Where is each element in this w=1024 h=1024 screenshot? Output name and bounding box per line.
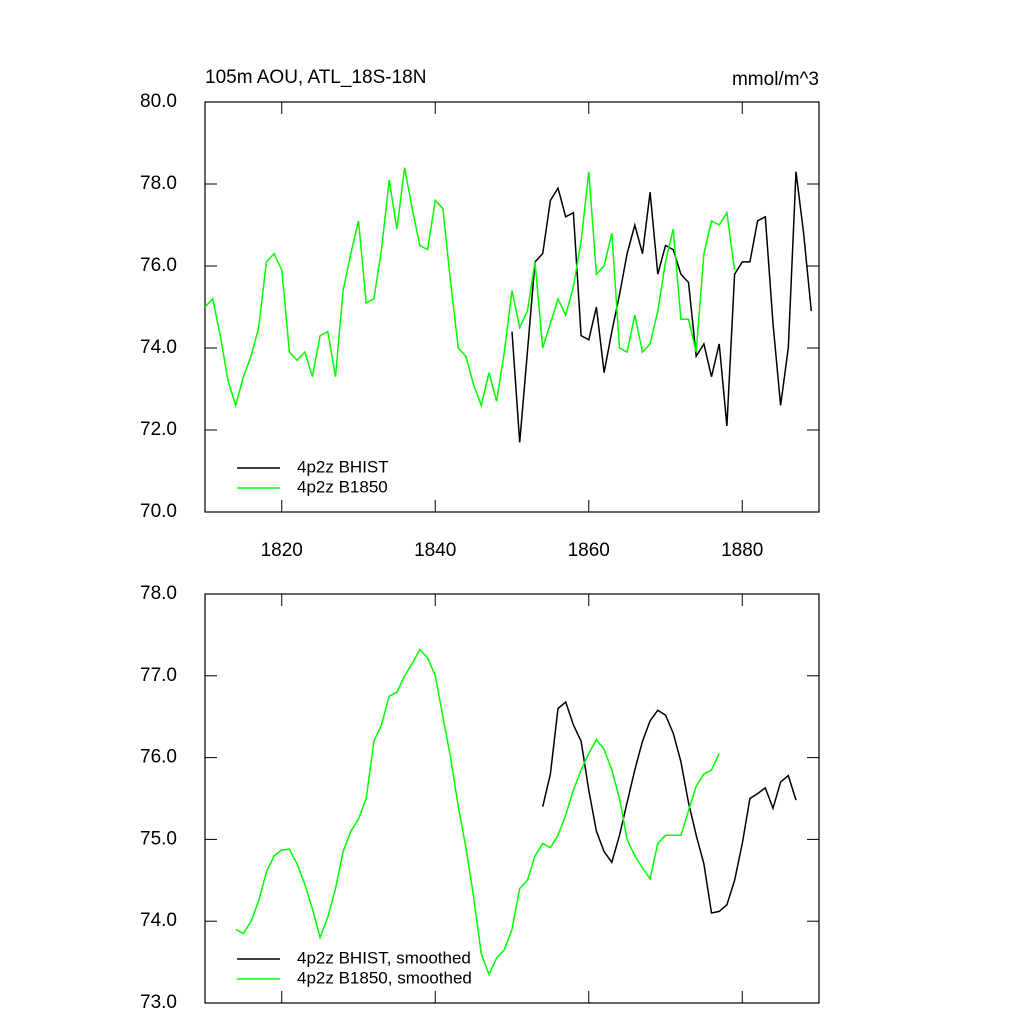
y-tick-label: 74.0 <box>140 337 177 358</box>
chart-title: 105m AOU, ATL_18S-18N <box>205 67 426 88</box>
y-tick-label: 80.0 <box>140 91 177 112</box>
plot-frame <box>204 593 820 1004</box>
units-label: mmol/m^3 <box>732 69 819 90</box>
data-line <box>235 648 720 977</box>
y-tick-label: 76.0 <box>140 747 177 768</box>
x-tick-label: 1820 <box>261 540 303 561</box>
legend-label: 4p2z B1850 <box>297 477 388 496</box>
x-tick-label: 1880 <box>721 540 763 561</box>
y-tick-label: 72.0 <box>140 419 177 440</box>
y-tick-label: 78.0 <box>140 173 177 194</box>
data-line <box>204 167 736 409</box>
legend-label: 4p2z BHIST <box>297 457 389 476</box>
x-tick-label: 1860 <box>568 540 610 561</box>
y-tick-label: 75.0 <box>140 828 177 849</box>
y-tick-label: 78.0 <box>140 583 177 604</box>
y-tick-label: 76.0 <box>140 255 177 276</box>
y-tick-label: 74.0 <box>140 910 177 931</box>
legend-label: 4p2z BHIST, smoothed <box>297 948 471 967</box>
y-tick-label: 73.0 <box>140 992 177 1013</box>
x-tick-label: 1840 <box>414 540 456 561</box>
y-tick-label: 77.0 <box>140 665 177 686</box>
y-tick-label: 70.0 <box>140 501 177 522</box>
legend-label: 4p2z B1850, smoothed <box>297 968 472 987</box>
data-line <box>511 171 813 443</box>
data-line <box>541 700 797 914</box>
